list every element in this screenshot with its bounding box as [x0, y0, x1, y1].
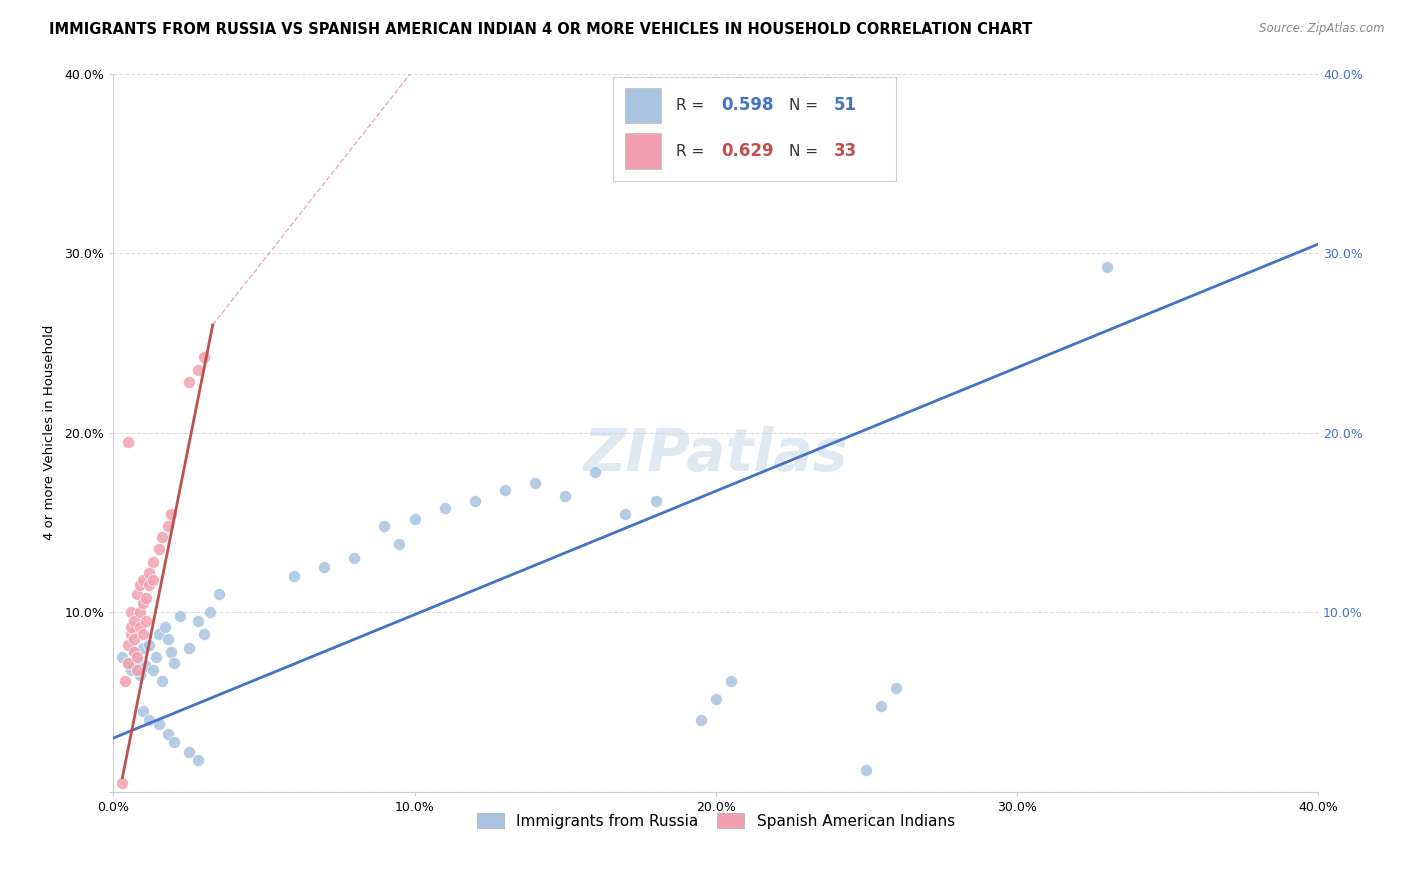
Point [524, 476, 547, 491]
Point [156, 519, 179, 533]
Point [148, 627, 170, 641]
Point [127, 650, 149, 665]
Point [124, 645, 146, 659]
Text: Source: ZipAtlas.com: Source: ZipAtlas.com [1260, 22, 1385, 36]
Point [314, 560, 336, 574]
Point [138, 638, 160, 652]
Point [148, 542, 170, 557]
Point [132, 641, 155, 656]
Point [187, 753, 209, 767]
Point [138, 713, 160, 727]
Point [198, 605, 221, 619]
Point [135, 615, 157, 629]
Point [177, 641, 200, 656]
Point [720, 673, 742, 688]
Point [141, 573, 163, 587]
Point [124, 615, 146, 629]
Point [129, 668, 152, 682]
Point [704, 691, 727, 706]
Point [150, 673, 173, 688]
Point [124, 645, 146, 659]
Point [141, 555, 163, 569]
Point [120, 620, 142, 634]
Point [177, 376, 200, 390]
Point [162, 734, 184, 748]
Point [283, 569, 305, 583]
Point [120, 663, 142, 677]
Point [148, 716, 170, 731]
Point [187, 615, 209, 629]
Point [187, 363, 209, 377]
Point [120, 627, 142, 641]
Point [145, 650, 167, 665]
Point [554, 489, 576, 503]
Point [111, 776, 134, 790]
Point [343, 551, 366, 566]
Point [129, 578, 152, 592]
Point [150, 530, 173, 544]
Point [132, 704, 155, 718]
Point [138, 566, 160, 580]
Point [132, 596, 155, 610]
Point [127, 587, 149, 601]
Point [141, 663, 163, 677]
Point [159, 645, 181, 659]
Legend: Immigrants from Russia, Spanish American Indians: Immigrants from Russia, Spanish American… [471, 806, 960, 835]
Point [433, 501, 456, 516]
Point [127, 663, 149, 677]
Point [208, 587, 231, 601]
Point [132, 573, 155, 587]
Point [156, 632, 179, 647]
Point [159, 507, 181, 521]
Point [135, 591, 157, 605]
Point [614, 507, 637, 521]
Point [135, 659, 157, 673]
Point [138, 578, 160, 592]
Point [162, 656, 184, 670]
Point [153, 620, 176, 634]
Point [494, 483, 516, 498]
Point [388, 537, 411, 551]
Point [464, 494, 486, 508]
Point [583, 465, 606, 479]
Y-axis label: 4 or more Vehicles in Household: 4 or more Vehicles in Household [44, 325, 56, 541]
Point [129, 605, 152, 619]
Point [689, 713, 711, 727]
Point [193, 627, 215, 641]
Point [111, 650, 134, 665]
Point [117, 434, 139, 449]
Point [855, 764, 877, 778]
Point [117, 656, 139, 670]
Point [644, 494, 666, 508]
Point [117, 656, 139, 670]
Point [114, 673, 136, 688]
Point [120, 605, 142, 619]
Text: ZIPatlas: ZIPatlas [583, 425, 848, 483]
Point [127, 654, 149, 668]
Point [117, 638, 139, 652]
Text: IMMIGRANTS FROM RUSSIA VS SPANISH AMERICAN INDIAN 4 OR MORE VEHICLES IN HOUSEHOL: IMMIGRANTS FROM RUSSIA VS SPANISH AMERIC… [49, 22, 1032, 37]
Point [129, 620, 152, 634]
Point [156, 727, 179, 741]
Point [870, 698, 893, 713]
Point [124, 632, 146, 647]
Point [169, 609, 191, 624]
Point [1097, 260, 1119, 275]
Point [373, 519, 395, 533]
Point [886, 681, 908, 695]
Point [404, 512, 426, 526]
Point [132, 627, 155, 641]
Point [177, 746, 200, 760]
Point [193, 351, 215, 365]
